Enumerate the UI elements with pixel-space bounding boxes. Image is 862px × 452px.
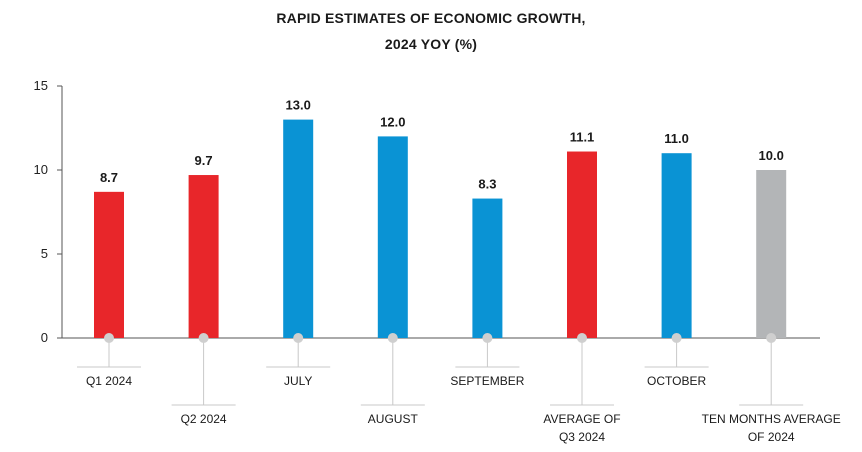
bar-value-label: 13.0 <box>286 98 311 113</box>
axis-marker-dot <box>766 333 777 343</box>
axis-marker-dot <box>577 333 587 343</box>
bar <box>661 153 692 338</box>
chart-title-line-1: RAPID ESTIMATES OF ECONOMIC GROWTH, <box>276 10 586 26</box>
bar-value-label: 12.0 <box>380 114 405 129</box>
axis-marker-dot <box>671 333 682 343</box>
y-tick-label: 10 <box>34 162 48 177</box>
bar-value-label: 10.0 <box>759 148 784 163</box>
y-tick-label: 0 <box>41 330 48 345</box>
axis-marker-dot <box>482 333 493 343</box>
axis-marker-dot <box>198 333 209 343</box>
bar <box>377 136 408 338</box>
chart-title-line-2: 2024 YOY (%) <box>384 36 478 52</box>
bar-value-label: 8.7 <box>100 170 118 185</box>
category-label: JULY <box>284 374 312 388</box>
y-tick-label: 5 <box>41 246 48 261</box>
axis-marker-dot <box>293 333 304 343</box>
category-label: Q2 2024 <box>181 412 227 426</box>
axis-marker-dot <box>104 333 114 343</box>
bar <box>756 170 787 338</box>
category-label: Q1 2024 <box>86 374 132 388</box>
category-label: OCTOBER <box>647 374 706 388</box>
category-label: SEPTEMBER <box>450 374 524 388</box>
bar <box>472 198 503 338</box>
category-label: AUGUST <box>368 412 419 426</box>
bar <box>94 191 124 338</box>
bar-value-label: 11.1 <box>570 130 595 145</box>
bar-value-label: 8.3 <box>478 177 496 192</box>
bar <box>283 119 314 338</box>
bar-value-label: 9.7 <box>195 153 213 168</box>
bar-value-label: 11.0 <box>664 131 689 146</box>
category-label: TEN MONTHS AVERAGE OF 2024 <box>702 412 841 444</box>
bar <box>188 175 219 338</box>
y-tick-label: 15 <box>34 78 48 93</box>
bar <box>567 151 597 338</box>
axis-marker-dot <box>387 333 398 343</box>
category-label: AVERAGE OF Q3 2024 <box>543 412 620 444</box>
